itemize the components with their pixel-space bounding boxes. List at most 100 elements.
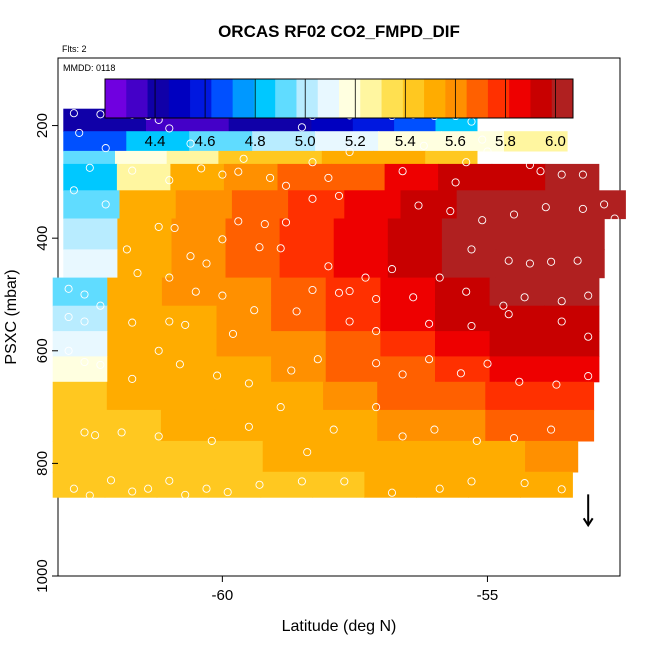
sample-point bbox=[499, 301, 508, 310]
heatmap-cell-2-3 bbox=[218, 150, 271, 165]
heatmap-cell-8-8 bbox=[489, 305, 545, 332]
colorbar-tick-label: 4.4 bbox=[145, 133, 166, 150]
heatmap-cell-11-6 bbox=[377, 381, 432, 411]
x-axis: -60 -55 bbox=[212, 576, 498, 604]
y-tick-label: 600 bbox=[34, 338, 51, 363]
sample-point bbox=[106, 476, 116, 485]
sample-point bbox=[69, 109, 78, 118]
heatmap-cell-1-5 bbox=[378, 131, 442, 152]
heatmap-cell-6-6 bbox=[387, 249, 443, 279]
heatmap-cell-4-0 bbox=[63, 190, 121, 220]
y-axis: 200 400 600 800 1000 bbox=[34, 113, 58, 593]
colorbar-tick-label: 5.6 bbox=[445, 133, 466, 150]
colorbar-tick-label: 4.6 bbox=[195, 133, 216, 150]
colorbar-tick-label: 5.0 bbox=[295, 133, 316, 150]
sample-point bbox=[467, 477, 476, 486]
heatmap-cell-11-2 bbox=[160, 381, 216, 411]
sample-point bbox=[181, 490, 190, 499]
heatmap-cell-6-9 bbox=[550, 249, 605, 279]
sample-point bbox=[234, 167, 243, 176]
sample-point bbox=[478, 135, 487, 144]
colorbar-swatch bbox=[487, 79, 510, 118]
heatmap-cell-5-7 bbox=[441, 218, 497, 251]
sample-point bbox=[165, 124, 174, 133]
sample-point bbox=[557, 317, 566, 326]
heatmap-cell-8-5 bbox=[325, 305, 381, 332]
heatmap-cell-3-8 bbox=[491, 163, 546, 191]
sample-point bbox=[101, 200, 110, 209]
x-axis-label: Latitude (deg N) bbox=[282, 618, 397, 635]
heatmap-cell-14-4 bbox=[260, 471, 314, 498]
sample-point bbox=[96, 301, 105, 310]
colorbar-swatch bbox=[296, 79, 319, 118]
sample-point bbox=[165, 176, 174, 185]
sample-point bbox=[435, 273, 444, 282]
heatmap-cell-5-8 bbox=[495, 218, 551, 251]
sample-point bbox=[165, 476, 174, 485]
heatmap-cell-14-1 bbox=[104, 471, 158, 498]
sample-point bbox=[361, 273, 370, 282]
sample-point bbox=[154, 222, 163, 231]
sample-point bbox=[308, 285, 317, 295]
colorbar-swatch bbox=[445, 79, 468, 118]
sample-point bbox=[122, 245, 131, 254]
sample-point bbox=[520, 293, 529, 302]
heatmap-cell-3-1 bbox=[116, 163, 171, 191]
heatmap-cell-4-9 bbox=[569, 190, 626, 220]
heatmap-cell-3-0 bbox=[63, 163, 118, 191]
sample-point bbox=[276, 403, 285, 412]
sample-point bbox=[154, 432, 163, 441]
heatmap-cell-9-2 bbox=[161, 331, 218, 357]
y-tick-label: 200 bbox=[34, 113, 51, 138]
heatmap-cell-2-1 bbox=[115, 150, 168, 165]
sample-point bbox=[218, 291, 227, 300]
heatmap-cell-3-7 bbox=[438, 163, 493, 191]
sample-point bbox=[324, 262, 333, 271]
heatmap-cell-13-5 bbox=[315, 440, 369, 473]
colorbar-swatch bbox=[509, 79, 531, 118]
heatmap-cell-5-5 bbox=[333, 218, 389, 251]
colorbar-swatch bbox=[253, 79, 276, 118]
heatmap-cell-12-9 bbox=[539, 409, 595, 442]
sample-point bbox=[324, 173, 333, 182]
colorbar-tick-label: 4.8 bbox=[245, 133, 266, 150]
heatmap-cell-12-6 bbox=[377, 409, 432, 442]
heatmap-cell-10-2 bbox=[161, 356, 218, 383]
colorbar-swatch bbox=[190, 79, 212, 118]
sample-point bbox=[80, 357, 89, 367]
sample-point bbox=[228, 329, 238, 338]
heatmap-cell-7-2 bbox=[161, 277, 218, 307]
sample-point bbox=[287, 366, 296, 375]
colorbar-swatch bbox=[211, 79, 234, 118]
heatmap-cell-5-2 bbox=[171, 218, 227, 251]
colorbar-tick-label: 6.0 bbox=[545, 133, 566, 150]
heatmap-cell-1-3 bbox=[252, 131, 316, 152]
heatmap-cell-2-5 bbox=[321, 150, 375, 165]
heatmap-cell-9-8 bbox=[489, 331, 545, 357]
sample-point bbox=[144, 484, 153, 493]
sample-point bbox=[610, 214, 619, 223]
sample-point bbox=[281, 218, 291, 227]
sample-point bbox=[75, 128, 84, 137]
sample-point bbox=[372, 294, 381, 304]
heatmap-cell-6-2 bbox=[171, 249, 227, 279]
heatmap-cell-6-1 bbox=[117, 249, 173, 279]
sample-point bbox=[451, 178, 460, 187]
sample-point bbox=[509, 210, 519, 219]
heatmap-cell-8-6 bbox=[380, 305, 436, 332]
colorbar-swatch bbox=[168, 79, 191, 118]
heatmap-cell-10-4 bbox=[271, 356, 327, 383]
y-tick-label: 1000 bbox=[34, 559, 51, 592]
sample-point bbox=[334, 191, 344, 200]
heatmap-cell-8-7 bbox=[435, 305, 491, 332]
descent-arrow bbox=[582, 494, 594, 528]
y-axis-label: PSXC (mbar) bbox=[3, 269, 20, 364]
sample-point bbox=[605, 267, 614, 277]
sample-point bbox=[117, 428, 126, 437]
sample-point bbox=[472, 436, 481, 445]
heatmap-cell-8-3 bbox=[216, 305, 272, 332]
sample-point bbox=[600, 200, 609, 209]
sample-point bbox=[430, 425, 439, 434]
heatmap-cell-9-0 bbox=[52, 331, 108, 357]
sample-point bbox=[197, 164, 206, 173]
